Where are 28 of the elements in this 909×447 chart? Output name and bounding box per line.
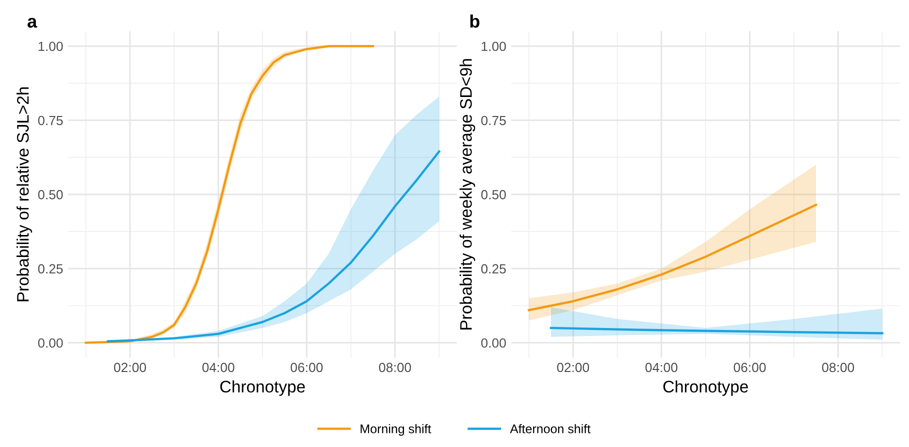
x-tick-label: 08:00	[379, 362, 411, 372]
y-axis-title: Probability of weekly average SD<9h	[460, 59, 476, 330]
line-series	[528, 204, 818, 312]
y-tick-label: 0.25	[481, 264, 506, 274]
x-axis-title: Chronotype	[220, 380, 305, 396]
y-tick-label: 0.00	[38, 338, 63, 348]
y-tick-label: 0.00	[481, 338, 506, 348]
y-tick-label: 0.50	[481, 190, 506, 200]
chart-title: b	[470, 14, 480, 28]
x-axis-title: Chronotype	[663, 380, 748, 396]
x-tick-label: 04:00	[202, 362, 234, 372]
y-axis-title: Probability of relative SJL>2h	[16, 87, 32, 302]
y-tick-label: 1.00	[482, 42, 506, 52]
y-tick-label: 0.25	[38, 264, 63, 274]
y-tick-label: 1.00	[38, 42, 63, 52]
x-tick-label: 06:00	[734, 362, 766, 372]
x-tick-label: 02:00	[114, 362, 146, 372]
y-tick-label: 0.75	[481, 116, 506, 126]
y-tick-label: 0.75	[38, 116, 63, 126]
chart-title: a	[28, 18, 38, 28]
legend-label: Morning shift	[360, 424, 432, 436]
line-series	[106, 150, 440, 342]
x-tick-label: 04:00	[645, 362, 678, 372]
y-tick-label: 0.50	[38, 190, 63, 200]
x-tick-label: 02:00	[557, 362, 590, 372]
x-tick-label: 06:00	[290, 362, 323, 372]
legend-label: Afternoon shift	[510, 424, 590, 434]
x-tick-label: 08:00	[822, 362, 854, 372]
